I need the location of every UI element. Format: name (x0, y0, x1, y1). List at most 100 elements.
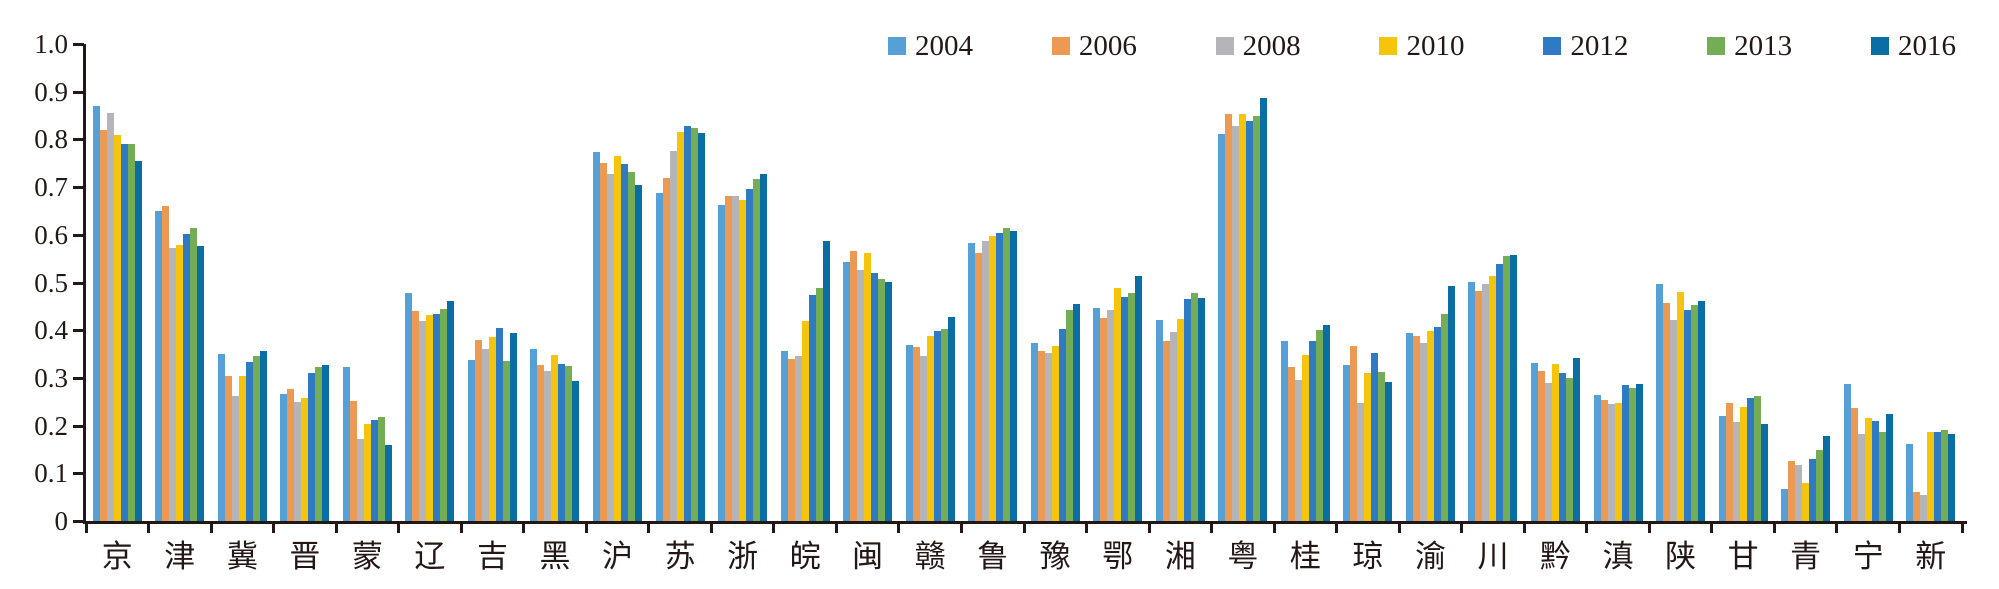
x-tick (1210, 524, 1214, 533)
bar-甘-2012 (1746, 398, 1754, 521)
x-category-label: 黑 (539, 539, 571, 574)
bar-京-2010 (113, 135, 121, 521)
bar-冀-2008 (231, 396, 239, 521)
x-tick (1397, 524, 1401, 533)
y-tick (73, 233, 84, 237)
x-tick (1460, 524, 1464, 533)
x-tick (1585, 524, 1589, 533)
bar-津-2013 (190, 228, 198, 521)
bar-鄂-2016 (1135, 276, 1143, 521)
x-category-label: 桂 (1289, 539, 1321, 574)
bar-group-湘 (1149, 44, 1212, 521)
bar-吉-2012 (495, 328, 503, 521)
bar-桂-2004 (1280, 341, 1288, 521)
x-category-label: 晋 (289, 539, 321, 574)
x-category-label: 蒙 (351, 539, 383, 574)
bar-沪-2006 (600, 163, 608, 521)
bar-京-2013 (127, 144, 135, 521)
bar-宁-2016 (1885, 414, 1893, 521)
legend-item-2013: 2013 (1707, 31, 1792, 61)
x-tick (459, 524, 463, 533)
x-category-label: 滇 (1602, 539, 1634, 574)
y-tick-label: 0.1 (34, 458, 68, 489)
bar-皖-2004 (780, 351, 788, 521)
x-category-label: 皖 (789, 539, 821, 574)
x-category-label: 豫 (1039, 539, 1071, 574)
bar-黔-2013 (1566, 378, 1574, 521)
bar-新-2016 (1948, 434, 1956, 521)
bar-粤-2006 (1225, 114, 1233, 521)
bar-吉-2013 (502, 361, 510, 521)
bar-甘-2013 (1753, 396, 1761, 521)
bar-青-2004 (1781, 489, 1789, 521)
bar-黑-2013 (565, 366, 573, 521)
bar-皖-2008 (794, 356, 802, 521)
bar-湘-2012 (1183, 299, 1191, 521)
bar-苏-2016 (697, 133, 705, 521)
bar-京-2004 (92, 106, 100, 521)
bar-group-鲁 (961, 44, 1024, 521)
legend-label: 2004 (915, 30, 973, 62)
bar-桂-2016 (1322, 325, 1330, 521)
bar-group-琼 (1337, 44, 1400, 521)
x-tick (334, 524, 338, 533)
bar-吉-2016 (509, 333, 517, 521)
bar-新-2010 (1927, 432, 1935, 521)
x-tick (834, 524, 838, 533)
bar-鄂-2004 (1093, 308, 1101, 521)
bar-皖-2016 (822, 241, 830, 521)
x-tick (647, 524, 651, 533)
bar-豫-2006 (1037, 351, 1045, 521)
bar-皖-2006 (787, 359, 795, 521)
bar-group-桂 (1274, 44, 1337, 521)
x-category-label: 新 (1915, 539, 1947, 574)
bar-琼-2004 (1343, 365, 1351, 521)
bar-甘-2006 (1725, 403, 1733, 521)
bar-滇-2008 (1607, 404, 1615, 521)
bar-赣-2006 (912, 347, 920, 521)
bar-湘-2006 (1162, 341, 1170, 521)
bar-鲁-2010 (989, 236, 997, 521)
y-tick (73, 90, 84, 94)
x-tick (272, 524, 276, 533)
bar-粤-2012 (1246, 121, 1254, 521)
bar-津-2016 (197, 246, 205, 521)
bar-苏-2008 (669, 151, 677, 521)
bar-赣-2013 (940, 329, 948, 521)
bar-闽-2010 (864, 253, 872, 521)
bar-陕-2013 (1691, 305, 1699, 521)
bar-group-豫 (1024, 44, 1087, 521)
bar-蒙-2008 (356, 439, 364, 521)
bar-宁-2004 (1843, 384, 1851, 521)
bar-琼-2012 (1371, 353, 1379, 521)
bar-辽-2008 (419, 321, 427, 521)
legend-label: 2013 (1734, 30, 1793, 62)
bar-黑-2006 (537, 365, 545, 521)
x-tick (147, 524, 151, 533)
bar-粤-2016 (1260, 98, 1268, 521)
bar-苏-2012 (683, 126, 691, 521)
bar-川-2012 (1496, 264, 1504, 521)
x-tick (1772, 524, 1776, 533)
bar-group-新 (1899, 44, 1962, 521)
x-category-label: 鲁 (977, 539, 1009, 574)
bar-青-2008 (1795, 465, 1803, 521)
bar-豫-2012 (1058, 329, 1066, 521)
y-tick-label: 0.4 (34, 315, 68, 346)
x-tick (1335, 524, 1339, 533)
bar-赣-2004 (905, 345, 913, 521)
bar-陕-2008 (1670, 320, 1678, 521)
x-category-label: 浙 (727, 539, 759, 574)
bar-粤-2008 (1232, 126, 1240, 521)
bar-辽-2010 (426, 315, 434, 521)
bar-group-皖 (774, 44, 837, 521)
bar-桂-2013 (1315, 330, 1323, 521)
bar-琼-2010 (1364, 373, 1372, 521)
bar-青-2010 (1802, 483, 1810, 521)
bar-group-辽 (399, 44, 462, 521)
x-category-label: 苏 (664, 539, 696, 574)
bar-黔-2006 (1538, 371, 1546, 521)
bar-蒙-2012 (370, 420, 378, 521)
legend-swatch-2016 (1870, 37, 1889, 55)
bar-京-2006 (99, 130, 107, 521)
